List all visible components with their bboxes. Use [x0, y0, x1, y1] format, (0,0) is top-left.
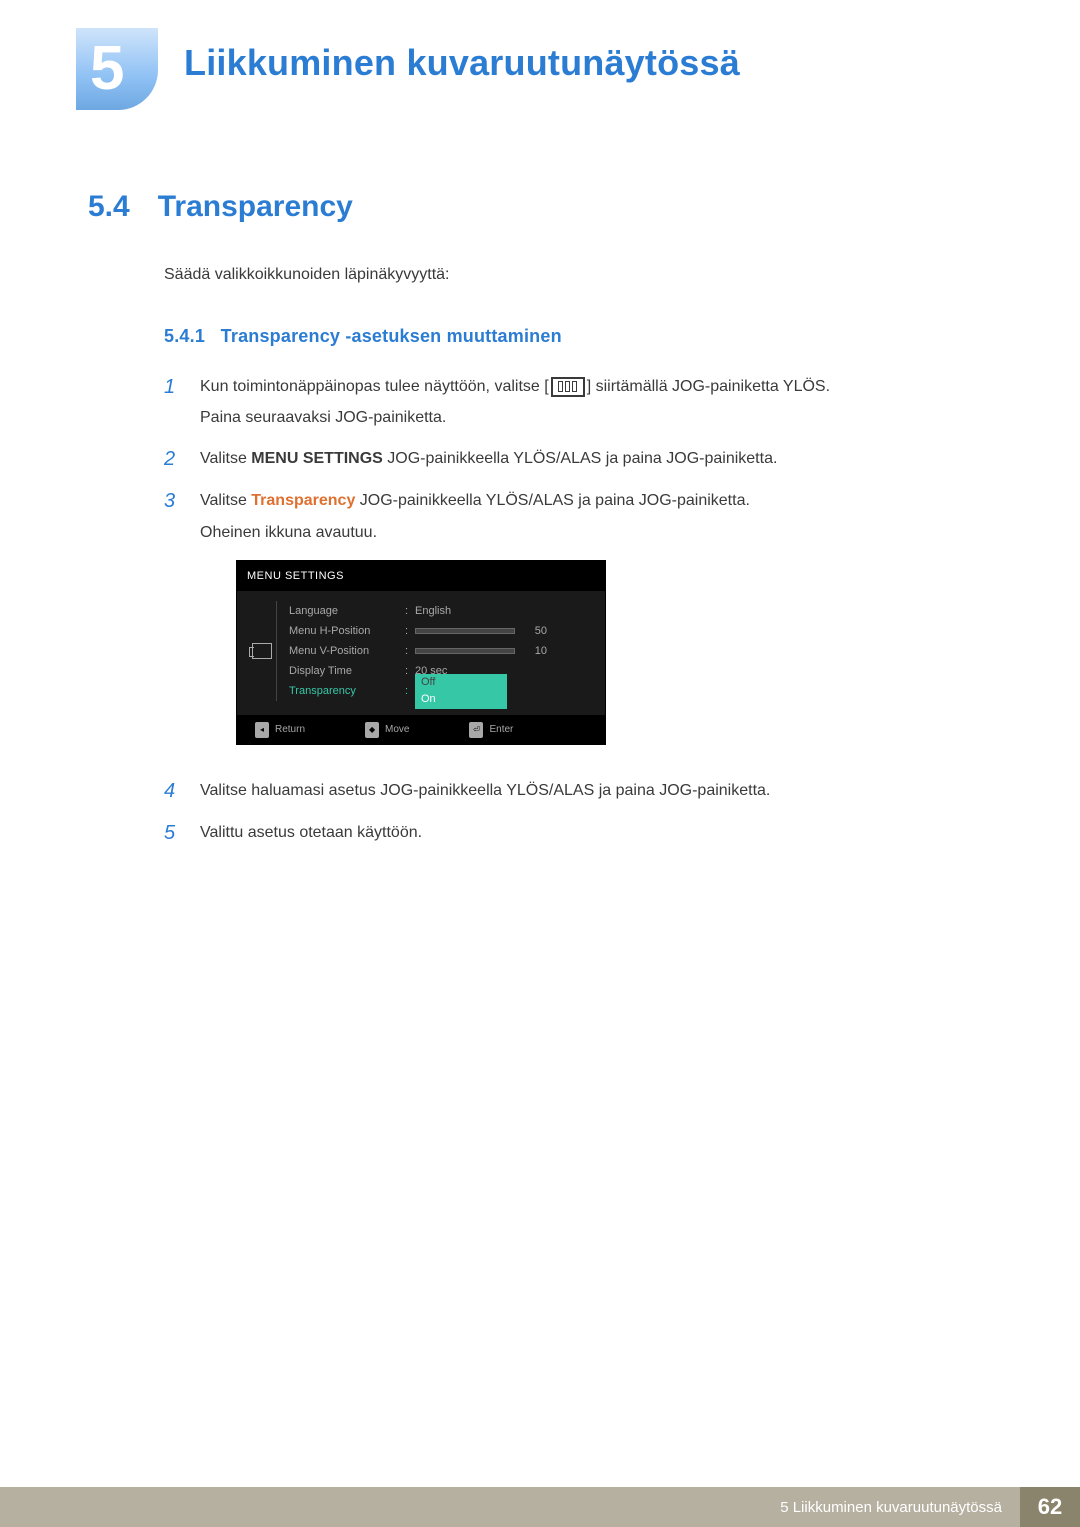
step-text-part: Valitse	[200, 492, 251, 509]
footer-title: 5 Liikkuminen kuvaruutunäytössä	[0, 1487, 1020, 1527]
settings-icon	[252, 643, 272, 659]
step-text-part: Paina seuraavaksi JOG-painiketta.	[200, 404, 992, 431]
step-text: Valitse haluamasi asetus JOG-painikkeell…	[200, 777, 992, 804]
osd-colon: :	[405, 642, 415, 661]
osd-body: Language : English Menu H-Position : 50	[237, 591, 605, 715]
osd-screenshot: MENU SETTINGS Language : English	[236, 560, 992, 746]
step-text-bold: MENU SETTINGS	[251, 450, 383, 467]
chapter-title: Liikkuminen kuvaruutunäytössä	[184, 42, 740, 84]
section-title: Transparency	[158, 190, 353, 224]
step-text-highlight: Transparency	[251, 492, 355, 509]
step-text-part: Oheinen ikkuna avautuu.	[200, 519, 992, 546]
subsection-title-text: Transparency -asetuksen muuttaminen	[221, 326, 562, 346]
footer-page-number: 62	[1020, 1487, 1080, 1527]
steps-list: 1 Kun toimintonäppäinopas tulee näyttöön…	[164, 373, 992, 847]
osd-slider: 50	[415, 622, 595, 641]
osd-label: Menu H-Position	[289, 622, 405, 641]
step-number: 4	[164, 777, 182, 805]
chapter-badge: 5	[76, 28, 158, 110]
osd-colon: :	[405, 682, 415, 701]
osd-enter-hint: ⏎ Enter	[469, 721, 513, 738]
osd-category-icon	[247, 601, 277, 701]
osd-value: 10	[523, 642, 547, 661]
step-text: Valitse MENU SETTINGS JOG-painikkeella Y…	[200, 445, 992, 472]
osd-panel: MENU SETTINGS Language : English	[236, 560, 606, 746]
osd-header: MENU SETTINGS	[237, 561, 605, 592]
osd-label: Display Time	[289, 662, 405, 681]
osd-footer-label: Move	[385, 721, 409, 738]
osd-label: Menu V-Position	[289, 642, 405, 661]
step-3: 3 Valitse Transparency JOG-painikkeella …	[164, 487, 992, 763]
step-text: Valitse Transparency JOG-painikkeella YL…	[200, 487, 992, 763]
osd-footer: ◂ Return ◆ Move ⏎ Enter	[237, 715, 605, 744]
osd-label: Language	[289, 602, 405, 621]
osd-colon: :	[405, 602, 415, 621]
step-number: 1	[164, 373, 182, 401]
osd-colon: :	[405, 622, 415, 641]
step-4: 4 Valitse haluamasi asetus JOG-painikkee…	[164, 777, 992, 805]
move-icon: ◆	[365, 722, 379, 738]
page-footer: 5 Liikkuminen kuvaruutunäytössä 62	[0, 1487, 1080, 1527]
subsection: 5.4.1 Transparency -asetuksen muuttamine…	[164, 326, 992, 847]
section-desc: Säädä valikkoikkunoiden läpinäkyvyyttä:	[164, 266, 992, 284]
step-text-part: JOG-painikkeella YLÖS/ALAS ja paina JOG-…	[383, 450, 778, 467]
step-number: 2	[164, 445, 182, 473]
osd-option: Off	[415, 674, 507, 691]
chapter-number: 5	[90, 38, 124, 100]
osd-value: 50	[523, 622, 547, 641]
osd-rows: Language : English Menu H-Position : 50	[289, 601, 595, 701]
osd-option-selected: On	[415, 691, 507, 708]
osd-move-hint: ◆ Move	[365, 721, 409, 738]
step-text: Kun toimintonäppäinopas tulee näyttöön, …	[200, 373, 992, 431]
osd-return-hint: ◂ Return	[255, 721, 305, 738]
step-1: 1 Kun toimintonäppäinopas tulee näyttöön…	[164, 373, 992, 431]
subsection-title: 5.4.1 Transparency -asetuksen muuttamine…	[164, 326, 992, 347]
osd-row-language: Language : English	[289, 601, 595, 621]
return-icon: ◂	[255, 722, 269, 738]
osd-footer-label: Return	[275, 721, 305, 738]
subsection-number: 5.4.1	[164, 326, 205, 346]
step-text-part: Kun toimintonäppäinopas tulee näyttöön, …	[200, 378, 549, 395]
section-heading: 5.4 Transparency	[88, 190, 992, 224]
step-text: Valittu asetus otetaan käyttöön.	[200, 819, 992, 846]
osd-row-transparency: Transparency : Off On	[289, 681, 595, 701]
osd-label: Transparency	[289, 682, 405, 701]
step-number: 3	[164, 487, 182, 515]
step-text-part: Valitse	[200, 450, 251, 467]
step-5: 5 Valittu asetus otetaan käyttöön.	[164, 819, 992, 847]
step-text-part: ] siirtämällä JOG-painiketta YLÖS.	[587, 378, 830, 395]
step-text-part: JOG-painikkeella YLÖS/ALAS ja paina JOG-…	[355, 492, 750, 509]
osd-dropdown: Off On	[415, 674, 507, 708]
page: 5 Liikkuminen kuvaruutunäytössä 5.4 Tran…	[0, 0, 1080, 1527]
osd-value: English	[415, 602, 595, 621]
osd-row-hpos: Menu H-Position : 50	[289, 621, 595, 641]
osd-footer-label: Enter	[489, 721, 513, 738]
enter-icon: ⏎	[469, 722, 483, 738]
osd-colon: :	[405, 662, 415, 681]
osd-row-vpos: Menu V-Position : 10	[289, 641, 595, 661]
step-number: 5	[164, 819, 182, 847]
menu-icon	[551, 377, 585, 397]
section-block: 5.4 Transparency Säädä valikkoikkunoiden…	[88, 190, 992, 861]
step-2: 2 Valitse MENU SETTINGS JOG-painikkeella…	[164, 445, 992, 473]
osd-slider: 10	[415, 642, 595, 661]
section-number: 5.4	[88, 190, 130, 224]
